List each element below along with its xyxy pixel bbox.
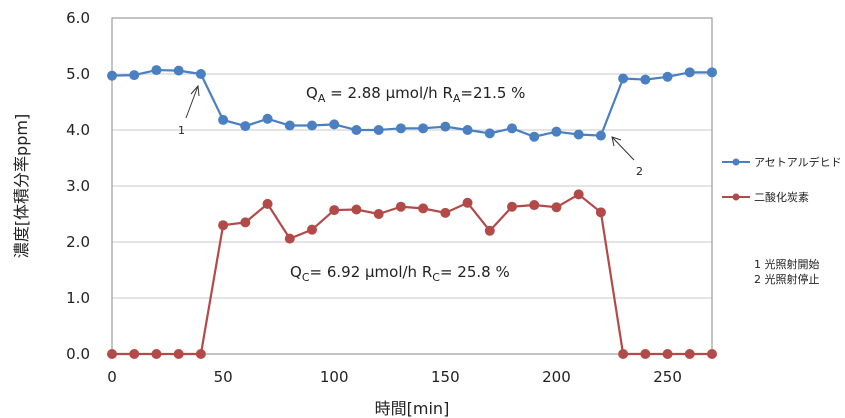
x-axis-title: 時間[min]: [375, 399, 450, 418]
data-point: [329, 119, 340, 130]
data-point: [573, 189, 584, 200]
data-point: [218, 220, 229, 231]
data-point: [529, 131, 540, 142]
data-point: [395, 123, 406, 134]
data-point: [707, 349, 717, 359]
data-point: [284, 120, 295, 131]
data-point: [551, 202, 562, 213]
data-point: [618, 73, 629, 84]
data-point: [640, 74, 651, 85]
data-point: [173, 349, 184, 359]
grid-lines: [112, 73, 712, 299]
data-point: [507, 123, 517, 134]
data-point: [462, 125, 473, 135]
y-tick-label: 0.0: [66, 345, 90, 363]
data-point: [395, 201, 406, 212]
data-point: [684, 349, 695, 359]
data-point: [262, 198, 273, 209]
x-tick-label: 150: [431, 368, 460, 386]
y-tick-label: 3.0: [66, 177, 90, 195]
data-point: [684, 67, 695, 78]
data-point: [151, 65, 162, 76]
x-tick-label: 250: [653, 368, 682, 386]
arrow-label-1: 1: [178, 124, 185, 137]
legend-item-acetaldehyde: アセトアルデヒド: [722, 155, 842, 169]
data-point: [373, 209, 384, 219]
data-point: [640, 349, 651, 359]
data-point: [195, 349, 206, 359]
x-axis-ticks: 0 50 100 150 200 250: [107, 368, 682, 386]
data-point: [418, 203, 429, 214]
data-point: [462, 197, 473, 208]
plot-frame: [111, 17, 713, 355]
data-point: [284, 233, 295, 244]
data-point: [262, 113, 273, 124]
data-point: [440, 121, 451, 132]
data-point: [107, 349, 117, 359]
series-line: [112, 193, 712, 356]
data-point: [662, 71, 673, 82]
data-point: [573, 129, 584, 140]
data-point: [307, 120, 317, 131]
data-point: [351, 204, 362, 215]
y-axis-title: 濃度[体積分率ppm]: [12, 114, 31, 258]
legend-item-carbon-dioxide: 二酸化炭素: [722, 190, 809, 204]
annotation-qc: QC= 6.92 μmol/h RC= 25.8 %: [290, 263, 510, 284]
data-point: [151, 349, 162, 359]
data-point: [440, 207, 451, 218]
x-tick-label: 0: [107, 368, 117, 386]
data-point: [618, 349, 629, 359]
data-point: [173, 65, 184, 76]
data-point: [195, 69, 206, 79]
note-light-on: 1 光照射開始: [754, 257, 820, 271]
annotation-qa: QA = 2.88 μmol/h RA=21.5 %: [306, 84, 525, 105]
y-tick-label: 4.0: [66, 121, 90, 139]
data-point: [107, 70, 117, 81]
y-tick-label: 6.0: [66, 9, 90, 27]
arrow-light-on: 1: [178, 84, 200, 137]
data-point: [595, 130, 606, 141]
data-point: [418, 123, 429, 134]
note-light-off: 2 光照射停止: [754, 272, 820, 286]
data-point: [595, 207, 606, 218]
data-point: [240, 121, 251, 132]
data-point: [484, 225, 495, 236]
x-tick-label: 200: [542, 368, 571, 386]
data-point: [129, 349, 140, 359]
series-line: [111, 68, 712, 138]
legend-label-acetaldehyde: アセトアルデヒド: [754, 155, 842, 169]
data-point: [484, 128, 495, 139]
series-layer: [107, 65, 717, 359]
data-point: [662, 349, 673, 359]
legend: アセトアルデヒド 二酸化炭素: [722, 155, 842, 204]
data-point: [329, 205, 340, 216]
x-tick-label: 100: [320, 368, 349, 386]
data-point: [129, 70, 140, 81]
data-point: [707, 67, 717, 78]
data-point: [529, 200, 540, 211]
data-point: [218, 114, 229, 125]
y-axis-ticks: 0.0 1.0 2.0 3.0 4.0 5.0 6.0: [66, 9, 90, 363]
arrow-light-off: 2: [611, 136, 643, 178]
y-tick-label: 5.0: [66, 65, 90, 83]
legend-label-carbon-dioxide: 二酸化炭素: [754, 190, 809, 204]
y-tick-label: 2.0: [66, 233, 90, 251]
arrow-label-2: 2: [636, 165, 643, 178]
y-tick-label: 1.0: [66, 289, 90, 307]
data-point: [507, 201, 517, 212]
data-point: [373, 125, 384, 135]
data-point: [551, 126, 562, 137]
data-point: [351, 125, 362, 135]
data-point: [240, 217, 251, 228]
data-point: [307, 224, 317, 235]
x-tick-label: 50: [214, 368, 233, 386]
